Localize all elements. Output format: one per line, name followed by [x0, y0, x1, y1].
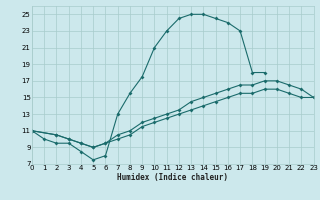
X-axis label: Humidex (Indice chaleur): Humidex (Indice chaleur)	[117, 173, 228, 182]
